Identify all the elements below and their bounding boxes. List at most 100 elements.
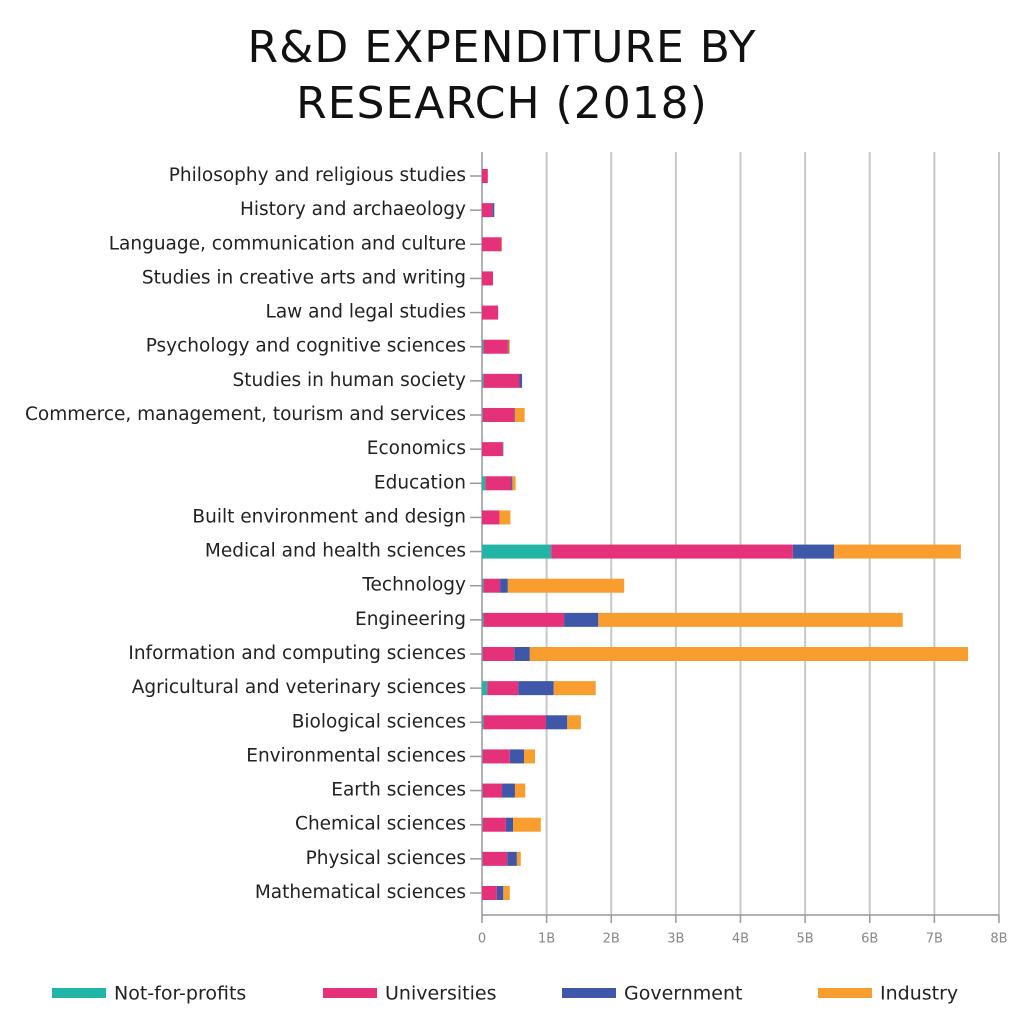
bar-segment — [516, 851, 521, 866]
bar-segment — [482, 647, 515, 661]
bar-segment — [485, 476, 512, 491]
bar-segment — [564, 612, 599, 627]
bar-segment — [507, 339, 509, 354]
bar-segment — [529, 647, 968, 661]
y-tick-label: Biological sciences — [292, 711, 466, 732]
y-tick-label: Information and computing sciences — [128, 643, 466, 664]
bar-segment — [514, 408, 515, 422]
bar-segment — [507, 578, 625, 593]
y-tick-label: Chemical sciences — [295, 814, 466, 835]
bar-segment — [482, 544, 552, 559]
bar-segment — [482, 237, 502, 252]
bar-segment — [502, 783, 515, 798]
bar-segment — [483, 578, 501, 593]
bar-segment — [503, 886, 510, 900]
bar-segment — [482, 476, 486, 491]
bar-segment — [501, 237, 503, 252]
bar-segment — [507, 851, 517, 866]
bar-segment — [519, 373, 523, 388]
y-tick-label: Economics — [367, 438, 466, 459]
bar-segment — [514, 647, 530, 661]
legend-label: Universities — [385, 983, 496, 1005]
x-tick-label: 8B — [990, 932, 1007, 947]
y-tick-label: Built environment and design — [192, 506, 466, 527]
y-tick-label: Commerce, management, tourism and servic… — [25, 404, 466, 425]
bar-segment — [482, 783, 503, 798]
x-tick-label: 0 — [478, 932, 486, 947]
bar-segment — [505, 817, 514, 832]
bar-segment — [482, 271, 493, 286]
y-tick-label: Physical sciences — [306, 848, 466, 869]
y-tick-label: Education — [374, 472, 466, 493]
y-tick-label: Law and legal studies — [266, 302, 466, 323]
y-tick-label: Psychology and cognitive sciences — [146, 336, 466, 357]
legend-label: Industry — [880, 983, 958, 1005]
bar-segment — [482, 442, 503, 457]
bar-segment — [482, 647, 483, 661]
y-tick-label: Language, communication and culture — [109, 233, 466, 254]
bar-segment — [482, 851, 483, 866]
bar-segment — [482, 749, 483, 764]
bar-segment — [482, 408, 515, 422]
y-tick-label: Philosophy and religious studies — [169, 165, 466, 186]
x-tick-label: 6B — [861, 932, 878, 947]
bar-segment — [483, 715, 546, 730]
bar-segment — [483, 373, 520, 388]
legend-label: Not-for-profits — [114, 983, 246, 1005]
chart-title: R&D EXPENDITURE BY RESEARCH (2018) — [247, 22, 757, 129]
bar-segment — [482, 817, 483, 832]
y-tick-label: Environmental sciences — [246, 745, 466, 766]
legend-swatch — [52, 988, 106, 998]
bar-segment — [514, 783, 526, 798]
bar-segment — [482, 339, 484, 354]
legend-swatch — [323, 988, 377, 998]
y-tick-label: Medical and health sciences — [205, 541, 466, 562]
bar-segment — [487, 681, 519, 696]
bar-segment — [792, 544, 835, 559]
bar-segment — [834, 544, 961, 559]
bar-segment — [496, 886, 504, 900]
bar-segment — [482, 373, 484, 388]
bar-segment — [502, 442, 504, 457]
bar-segment — [551, 544, 793, 559]
bar-segment — [500, 578, 508, 593]
bar-segment — [482, 305, 499, 320]
bar-segment — [482, 886, 497, 900]
y-tick-label: Agricultural and veterinary sciences — [132, 677, 466, 698]
bar-segment — [482, 851, 508, 866]
bar-segment — [482, 783, 483, 798]
y-tick-label: Earth sciences — [331, 780, 466, 801]
bar-segment — [482, 681, 488, 696]
bar-segment — [483, 612, 565, 627]
bar-segment — [567, 715, 581, 730]
legend-label: Government — [624, 983, 743, 1005]
bar-segment — [598, 612, 903, 627]
legend-swatch — [818, 988, 872, 998]
bar-segment — [509, 749, 525, 764]
bar-segment — [482, 715, 484, 730]
y-tick-label: Mathematical sciences — [255, 882, 466, 903]
y-tick-label: History and archaeology — [240, 199, 466, 220]
x-tick-label: 1B — [538, 932, 555, 947]
y-tick-label: Studies in human society — [232, 370, 466, 391]
bar-segment — [483, 339, 508, 354]
legend-swatch — [562, 988, 616, 998]
bar-segment — [482, 203, 493, 218]
y-tick-label: Engineering — [355, 609, 466, 630]
bar-segment — [545, 715, 568, 730]
x-tick-label: 2B — [603, 932, 620, 947]
bar-segment — [524, 749, 535, 764]
x-tick-label: 7B — [926, 932, 943, 947]
bar-segment — [482, 408, 483, 422]
bar-segment — [482, 612, 484, 627]
bar-segment — [513, 817, 541, 832]
bar-segment — [553, 681, 596, 696]
bar-segment — [482, 749, 510, 764]
bar-segment — [482, 817, 506, 832]
bar-segment — [512, 476, 516, 491]
bar-segment — [518, 681, 554, 696]
bar-segment — [514, 408, 525, 422]
bar-segment — [511, 476, 513, 491]
